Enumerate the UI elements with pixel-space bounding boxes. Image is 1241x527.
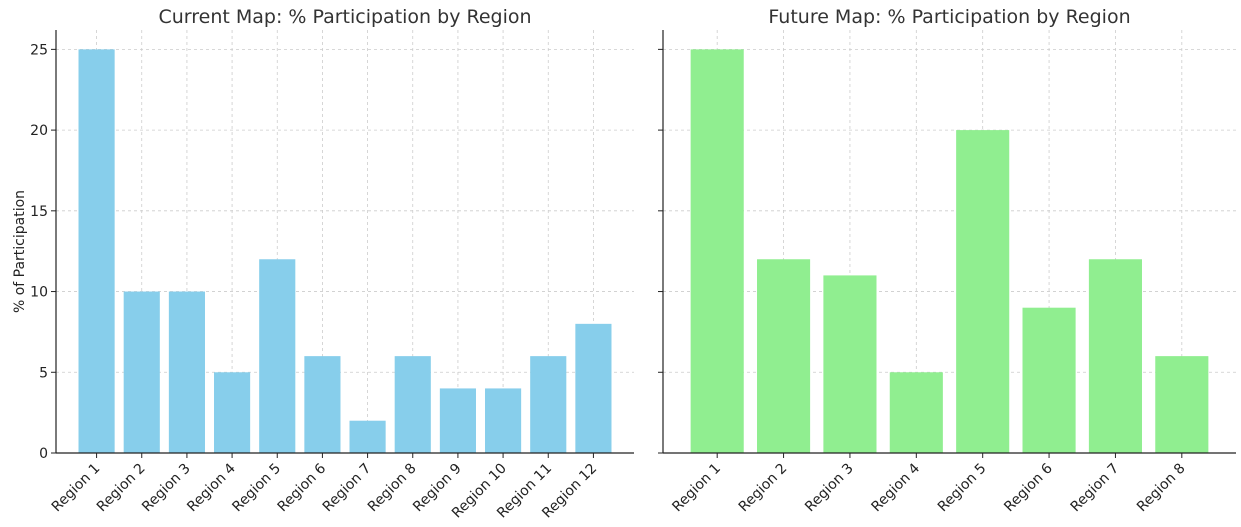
future-map-chart: Region 1 Region 2 Region 3 Region 4 Region 5… bbox=[658, 6, 1236, 515]
y-tick-label: 0 bbox=[39, 446, 48, 462]
y-tick-label: 10 bbox=[30, 285, 48, 301]
bar-region-4 bbox=[889, 372, 943, 453]
x-tick-label: Region 1 bbox=[669, 461, 724, 516]
bar-region-8 bbox=[394, 356, 431, 453]
bar-region-7 bbox=[1088, 259, 1142, 453]
x-tick-label: Region 7 bbox=[320, 461, 375, 516]
bar-region-1 bbox=[690, 49, 744, 453]
chart-title: Future Map: % Participation by Region bbox=[768, 6, 1130, 28]
bar-region-7 bbox=[349, 420, 386, 453]
bar-region-2 bbox=[757, 259, 811, 453]
bar-region-6 bbox=[1022, 307, 1076, 453]
bar-region-11 bbox=[530, 356, 567, 453]
bar-region-2 bbox=[123, 291, 160, 453]
bar-region-3 bbox=[823, 275, 877, 453]
x-tick-label: Region 8 bbox=[365, 461, 420, 516]
y-axis-label: % of Participation bbox=[12, 190, 28, 313]
x-tick-label: Region 7 bbox=[1068, 461, 1123, 516]
chart-title: Current Map: % Participation by Region bbox=[158, 6, 531, 28]
y-tick-label: 5 bbox=[39, 365, 48, 381]
bar-region-6 bbox=[304, 356, 341, 453]
x-tick-label: Region 2 bbox=[736, 461, 791, 516]
x-tick-label: Region 6 bbox=[275, 460, 330, 515]
x-tick-label: Region 1 bbox=[49, 461, 104, 516]
x-tick-label: Region 5 bbox=[229, 461, 284, 516]
bar-region-10 bbox=[485, 388, 522, 453]
x-tick-label: Region 2 bbox=[94, 461, 149, 516]
y-tick-label: 20 bbox=[30, 123, 48, 139]
x-tick-label: Region 3 bbox=[802, 461, 857, 516]
bar-region-3 bbox=[168, 291, 205, 453]
bar-region-12 bbox=[575, 323, 612, 453]
x-tick-label: Region 3 bbox=[139, 461, 194, 516]
bar-region-8 bbox=[1155, 356, 1209, 453]
bar-region-1 bbox=[78, 49, 115, 453]
bar-region-5 bbox=[956, 130, 1010, 453]
y-tick-label: 25 bbox=[30, 42, 48, 58]
y-tick-label: 15 bbox=[30, 204, 48, 220]
bar-region-9 bbox=[439, 388, 476, 453]
x-tick-label: Region 6 bbox=[1001, 460, 1056, 515]
x-tick-label: Region 8 bbox=[1134, 461, 1189, 516]
bar-region-4 bbox=[214, 372, 251, 453]
x-tick-label: Region 4 bbox=[184, 460, 239, 515]
x-tick-label: Region 5 bbox=[935, 461, 990, 516]
bar-region-5 bbox=[259, 259, 296, 453]
x-tick-label: Region 4 bbox=[868, 460, 923, 515]
